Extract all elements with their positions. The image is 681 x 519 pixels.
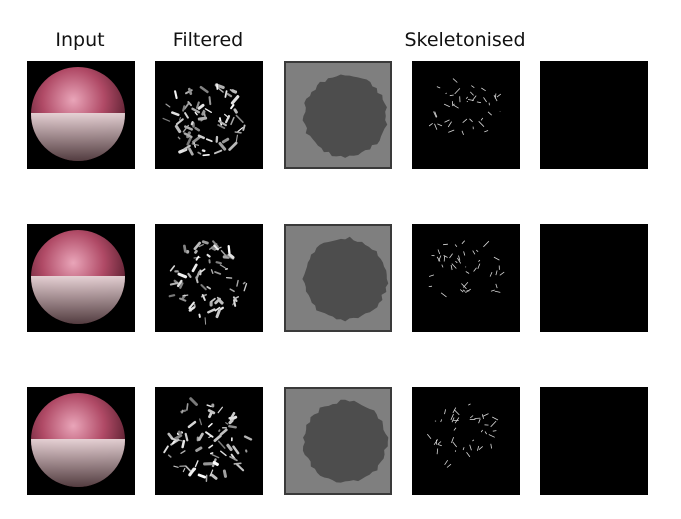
skeleton-image bbox=[412, 224, 520, 332]
column-title-skeletonised: Skeletonised bbox=[404, 29, 526, 51]
column-title-input: Input bbox=[55, 29, 105, 51]
empty-image bbox=[540, 224, 648, 332]
filtered-image bbox=[155, 224, 263, 332]
input-image bbox=[27, 224, 135, 332]
empty-image bbox=[540, 387, 648, 495]
mask-image bbox=[284, 224, 392, 332]
input-image bbox=[27, 61, 135, 169]
filtered-image bbox=[155, 387, 263, 495]
filtered-image bbox=[155, 61, 263, 169]
empty-image bbox=[540, 61, 648, 169]
mask-image bbox=[284, 61, 392, 169]
skeleton-image bbox=[412, 387, 520, 495]
mask-image bbox=[284, 387, 392, 495]
input-image bbox=[27, 387, 135, 495]
column-title-filtered: Filtered bbox=[172, 29, 244, 51]
skeleton-image bbox=[412, 61, 520, 169]
